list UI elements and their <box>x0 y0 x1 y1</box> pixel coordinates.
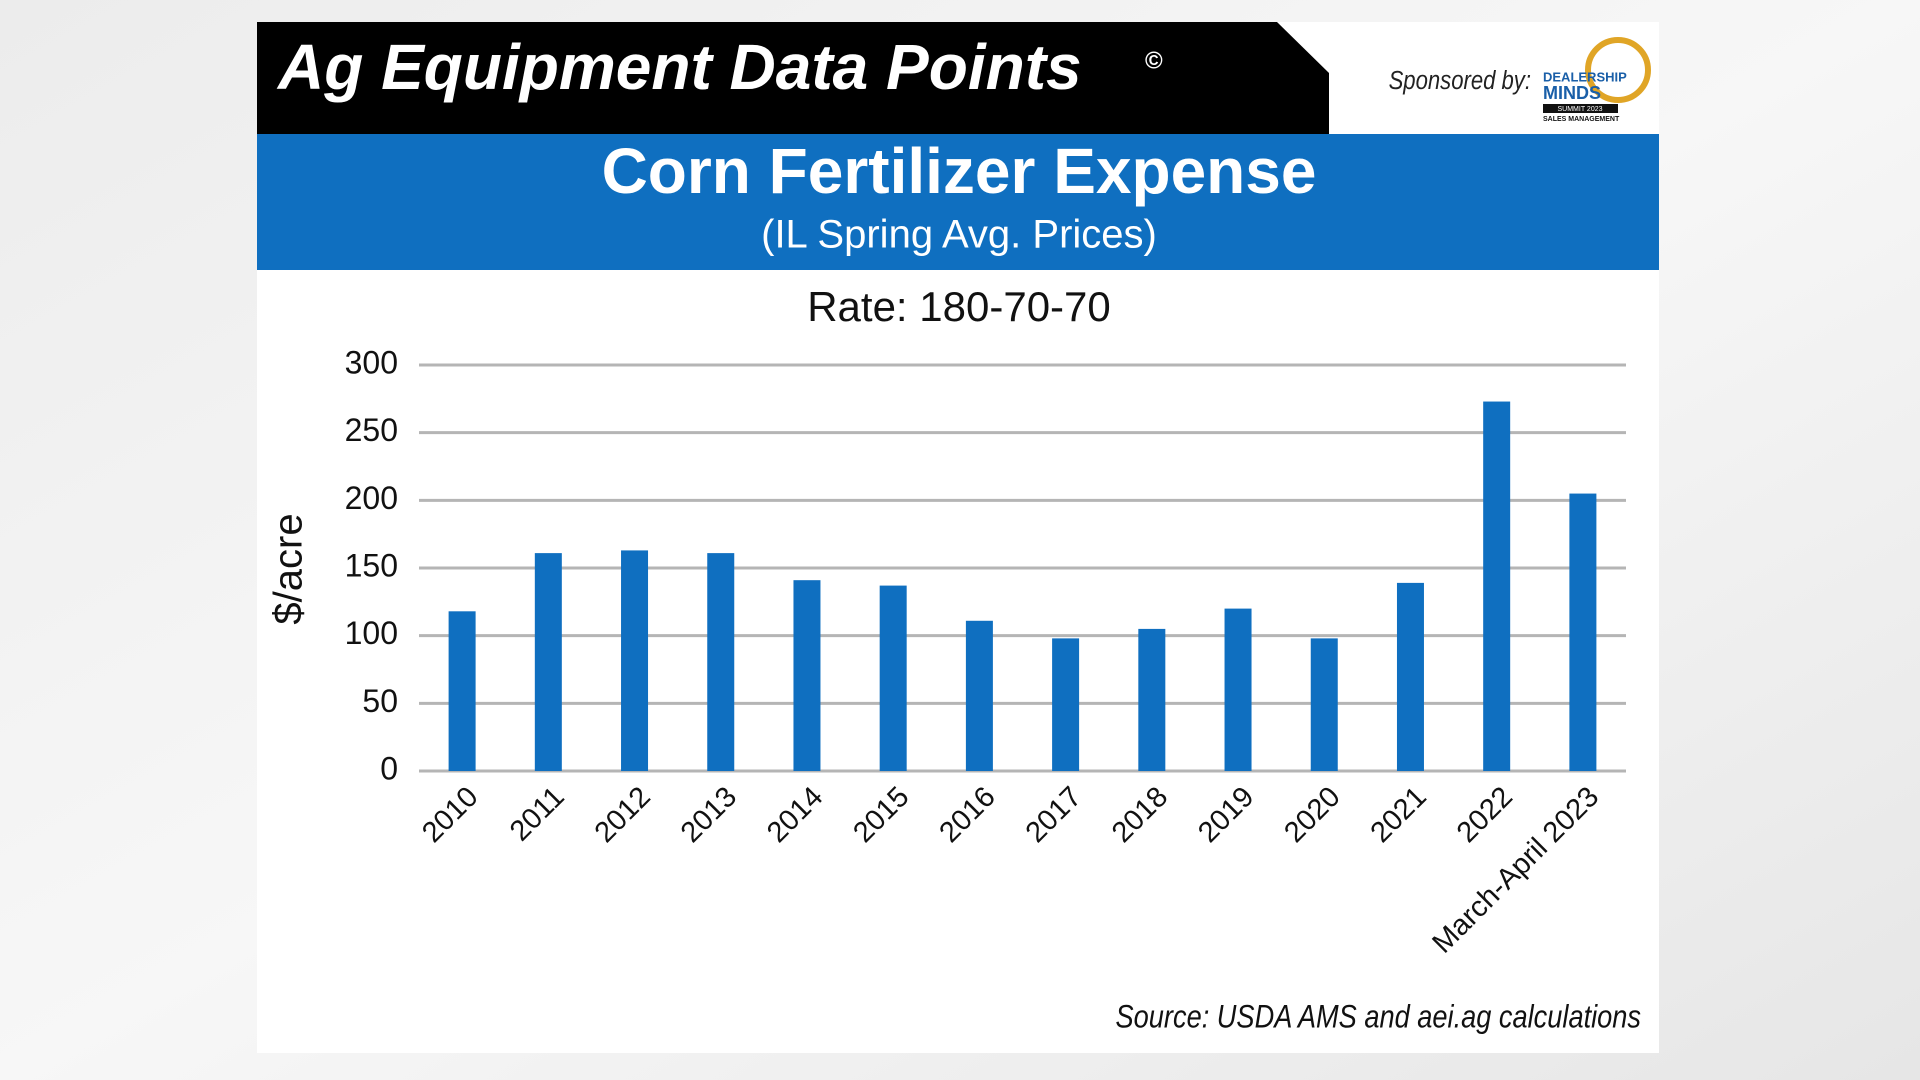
y-tick-label: 300 <box>345 344 398 380</box>
logo-line4: SALES MANAGEMENT <box>1543 116 1620 123</box>
y-tick-label: 150 <box>345 547 398 583</box>
y-tick-label: 250 <box>345 412 398 448</box>
y-tick-label: 0 <box>380 750 398 786</box>
bar <box>448 611 476 771</box>
y-axis-label: $/acre <box>267 513 311 624</box>
y-tick-label: 50 <box>362 683 398 719</box>
bar <box>621 550 649 771</box>
source: Source: USDA AMS and aei.ag calculations <box>1116 999 1642 1035</box>
bar <box>1052 638 1080 771</box>
bar <box>1396 582 1424 771</box>
title-band <box>257 134 1659 270</box>
bar <box>965 620 993 771</box>
header-band <box>257 22 1329 134</box>
bar <box>1483 401 1511 771</box>
logo-line3: SUMMIT 2023 <box>1558 106 1603 113</box>
logo-line1: DEALERSHIP <box>1543 69 1627 84</box>
logo-bar <box>1543 104 1618 113</box>
logo-line2: MINDS <box>1543 83 1601 103</box>
bar <box>879 585 907 771</box>
chart-title: Corn Fertilizer Expense <box>602 135 1317 207</box>
bar <box>534 553 562 771</box>
annotation: Rate: 180-70-70 <box>807 283 1111 330</box>
bar <box>793 580 821 771</box>
copyright: © <box>1145 47 1163 74</box>
bar <box>707 553 735 771</box>
y-tick-label: 200 <box>345 480 398 516</box>
bar <box>1310 638 1338 771</box>
bar <box>1569 493 1597 771</box>
header-title: Ag Equipment Data Points <box>276 31 1082 103</box>
logo-gear <box>1585 37 1651 103</box>
sponsor-label: Sponsored by: <box>1389 66 1531 95</box>
bar <box>1224 608 1252 771</box>
y-tick-label: 100 <box>345 615 398 651</box>
bar <box>1138 628 1166 771</box>
chart-subtitle: (IL Spring Avg. Prices) <box>761 213 1157 257</box>
